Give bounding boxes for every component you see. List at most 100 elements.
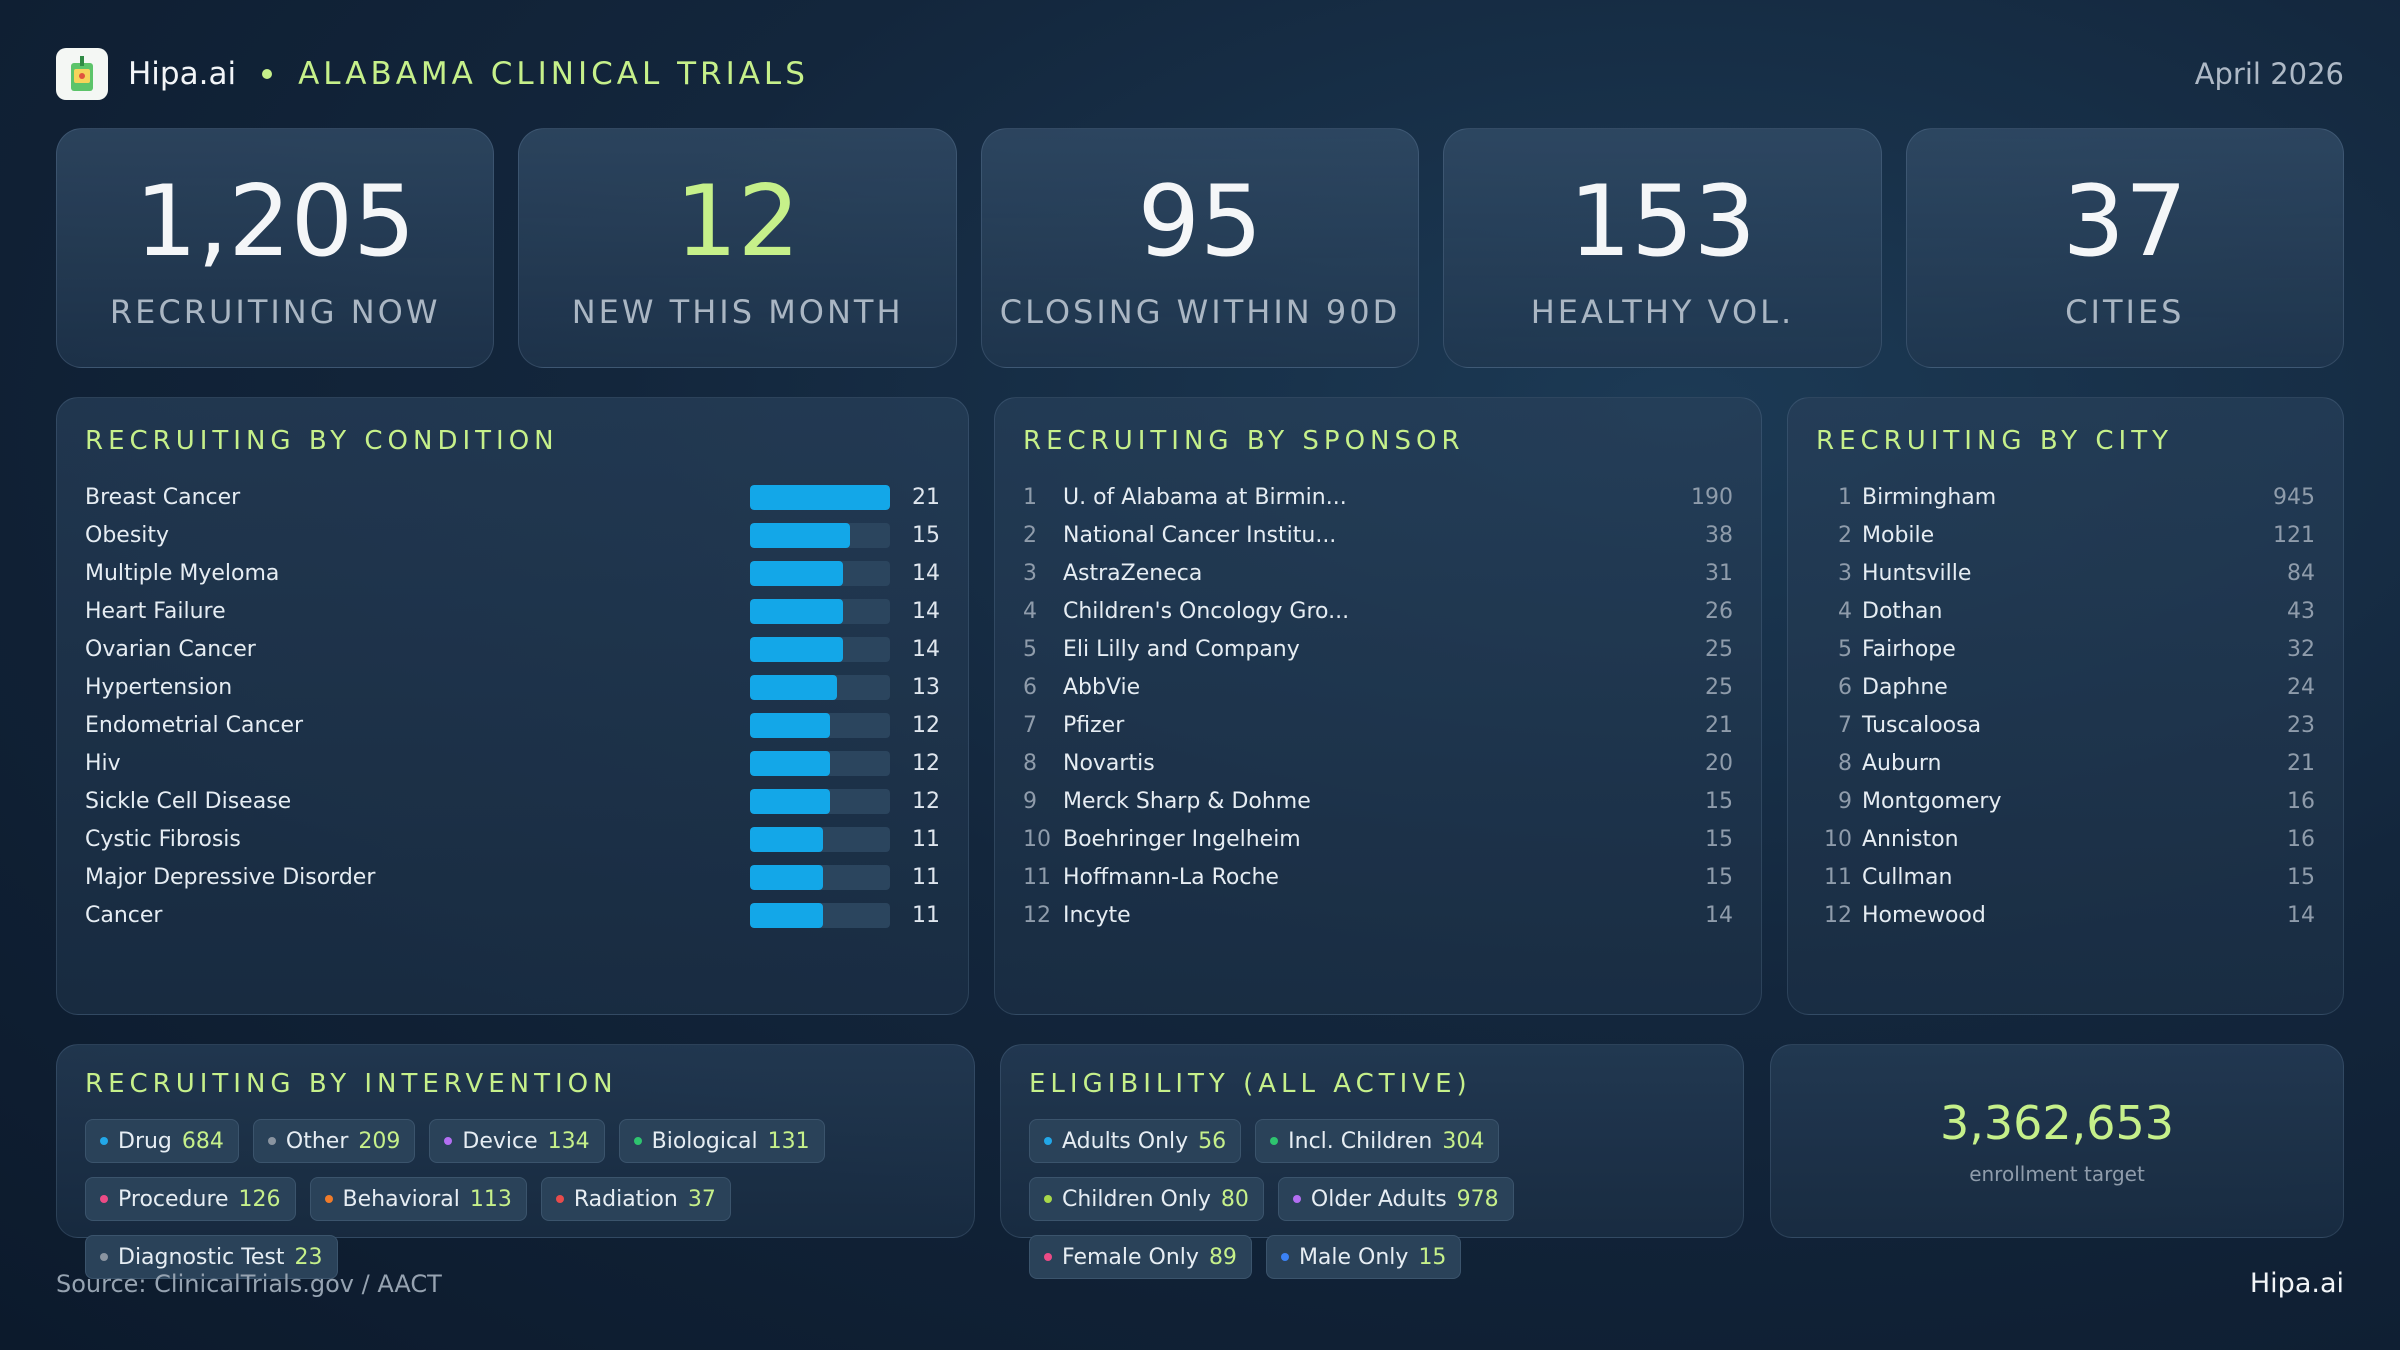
eligibility-chip: Older Adults 978: [1277, 1177, 1514, 1221]
sponsor-name: AstraZeneca: [1063, 560, 1203, 586]
city-count: 16: [2287, 788, 2315, 814]
eligibility-count: 56: [1198, 1128, 1227, 1154]
sponsor-rank: 10: [1023, 826, 1051, 852]
condition-bar-track: [750, 788, 890, 814]
city-row: 10 Anniston 16: [1816, 820, 2315, 858]
city-row: 1 Birmingham 945: [1816, 478, 2315, 516]
sponsor-rank: 11: [1023, 864, 1051, 890]
condition-count: 11: [912, 902, 940, 928]
intervention-label: Device: [462, 1128, 538, 1154]
city-rank: 8: [1838, 750, 1852, 776]
eligibility-count: 80: [1220, 1186, 1249, 1212]
condition-panel-title: RECRUITING BY CONDITION: [85, 426, 559, 456]
sponsor-count: 15: [1705, 826, 1733, 852]
city-row: 6 Daphne 24: [1816, 668, 2315, 706]
intervention-chip: Device 134: [429, 1119, 605, 1163]
intervention-label: Biological: [651, 1128, 758, 1154]
condition-count: 13: [912, 674, 940, 700]
city-name: Auburn: [1862, 750, 1942, 776]
eligibility-dot-icon: [1044, 1137, 1052, 1145]
city-name: Tuscaloosa: [1862, 712, 1982, 738]
kpi-label: HEALTHY VOL.: [1530, 293, 1795, 331]
kpi-label: RECRUITING NOW: [109, 293, 441, 331]
eligibility-label: Male Only: [1298, 1244, 1409, 1270]
city-rank: 5: [1838, 636, 1852, 662]
eligibility-dot-icon: [1044, 1253, 1052, 1261]
sponsor-count: 20: [1705, 750, 1733, 776]
intervention-count: 37: [687, 1186, 716, 1212]
city-name: Montgomery: [1862, 788, 2002, 814]
city-rank: 6: [1838, 674, 1852, 700]
intervention-chip: Drug 684: [85, 1119, 239, 1163]
condition-bar: [750, 826, 824, 852]
city-rank: 11: [1824, 864, 1852, 890]
sponsor-panel-title: RECRUITING BY SPONSOR: [1023, 426, 1465, 456]
condition-bar: [750, 902, 824, 928]
city-count: 15: [2287, 864, 2315, 890]
condition-bar: [750, 598, 844, 624]
eligibility-panel-title: ELIGIBILITY (ALL ACTIVE): [1029, 1069, 1472, 1099]
intervention-chips: Drug 684 Other 209 Device 134 Biological 131 Pro…: [85, 1119, 946, 1279]
city-count: 16: [2287, 826, 2315, 852]
kpi-row: 1,205 RECRUITING NOW 12 NEW THIS MONTH 9…: [56, 128, 2345, 368]
kpi-card-recruiting: 1,205 RECRUITING NOW: [56, 128, 495, 368]
sponsor-row: 10 Boehringer Ingelheim 15: [1023, 820, 1733, 858]
condition-count: 12: [912, 788, 940, 814]
city-name: Mobile: [1862, 522, 1935, 548]
sponsor-row: 9 Merck Sharp & Dohme 15: [1023, 782, 1733, 820]
condition-bar: [750, 788, 830, 814]
eligibility-label: Incl. Children: [1288, 1128, 1433, 1154]
sponsor-row: 11 Hoffmann-La Roche 15: [1023, 858, 1733, 896]
sponsor-name: Boehringer Ingelheim: [1063, 826, 1301, 852]
eligibility-chip: Children Only 80: [1029, 1177, 1264, 1221]
city-rank: 3: [1838, 560, 1852, 586]
sponsor-row: 12 Incyte 14: [1023, 896, 1733, 934]
sponsor-count: 15: [1705, 788, 1733, 814]
city-count: 21: [2287, 750, 2315, 776]
condition-count: 15: [912, 522, 940, 548]
city-rank: 12: [1824, 902, 1852, 928]
sponsor-name: Children's Oncology Gro...: [1063, 598, 1350, 624]
sponsor-row: 4 Children's Oncology Gro... 26: [1023, 592, 1733, 630]
kpi-label: CLOSING WITHIN 90D: [999, 293, 1401, 331]
condition-bar-track: [750, 902, 890, 928]
intervention-count: 134: [547, 1128, 590, 1154]
kpi-value: 1,205: [134, 165, 416, 279]
condition-row: Major Depressive Disorder 11: [85, 858, 940, 896]
sponsor-count: 26: [1705, 598, 1733, 624]
condition-row: Multiple Myeloma 14: [85, 554, 940, 592]
kpi-card-new: 12 NEW THIS MONTH: [518, 128, 957, 368]
city-row: 11 Cullman 15: [1816, 858, 2315, 896]
city-name: Fairhope: [1862, 636, 1956, 662]
intervention-chip: Behavioral 113: [309, 1177, 527, 1221]
enrollment-target-value: 3,362,653: [1939, 1096, 2175, 1150]
eligibility-label: Adults Only: [1062, 1128, 1189, 1154]
header: Hipa.ai ALABAMA CLINICAL TRIALS April 20…: [56, 46, 2344, 102]
condition-bar-track: [750, 484, 890, 510]
condition-count: 12: [912, 750, 940, 776]
city-panel: RECRUITING BY CITY 1 Birmingham 945 2 Mobile…: [1787, 397, 2344, 1015]
sponsor-count: 15: [1705, 864, 1733, 890]
sponsor-list: 1 U. of Alabama at Birmin... 190 2 National …: [1023, 478, 1733, 934]
intervention-label: Other: [285, 1128, 349, 1154]
city-count: 32: [2287, 636, 2315, 662]
sponsor-name: U. of Alabama at Birmin...: [1063, 484, 1347, 510]
city-row: 3 Huntsville 84: [1816, 554, 2315, 592]
city-name: Homewood: [1862, 902, 1986, 928]
condition-bar: [750, 560, 844, 586]
sponsor-name: Eli Lilly and Company: [1063, 636, 1300, 662]
city-name: Birmingham: [1862, 484, 1997, 510]
intervention-label: Drug: [118, 1128, 172, 1154]
eligibility-chip: Adults Only 56: [1029, 1119, 1242, 1163]
intervention-label: Behavioral: [342, 1186, 460, 1212]
condition-bar: [750, 484, 890, 510]
condition-bar-track: [750, 674, 890, 700]
city-row: 2 Mobile 121: [1816, 516, 2315, 554]
kpi-label: NEW THIS MONTH: [571, 293, 904, 331]
condition-row: Cancer 11: [85, 896, 940, 934]
city-count: 945: [2273, 484, 2315, 510]
condition-panel: RECRUITING BY CONDITION Breast Cancer 21 O…: [56, 397, 969, 1015]
sponsor-rank: 1: [1023, 484, 1037, 510]
city-count: 43: [2287, 598, 2315, 624]
city-row: 9 Montgomery 16: [1816, 782, 2315, 820]
